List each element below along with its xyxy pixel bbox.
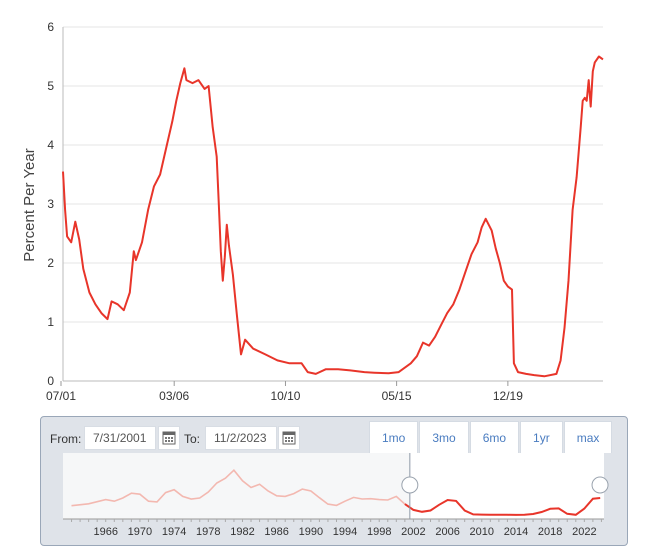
y-tick-label: 6 (47, 20, 54, 34)
y-axis-title: Percent Per Year (21, 148, 38, 261)
y-tick-label: 1 (47, 315, 54, 329)
range-button-3mo[interactable]: 3mo (419, 421, 469, 453)
navigator-tick-labels: 1966 1970 1974 1978 1982 1986 1990 1994 1998 2002… (71, 519, 602, 538)
y-tick-labels: 0 1 2 3 4 5 6 (47, 20, 54, 388)
x-tick-labels: 07/01 03/06 10/10 05/15 12/19 (46, 381, 523, 403)
y-tick-label: 0 (47, 374, 54, 388)
calendar-icon (162, 431, 176, 445)
y-tick-label: 5 (47, 79, 54, 93)
navigator-handles[interactable] (401, 476, 609, 494)
navigator-tick-label: 2018 (538, 526, 562, 538)
from-calendar-button[interactable] (158, 426, 180, 450)
navigator-tick-label: 1970 (128, 526, 152, 538)
navigator-tick-label: 1986 (264, 526, 288, 538)
y-tick-label: 4 (47, 138, 54, 152)
navigator-tick-label: 1994 (333, 526, 357, 538)
from-label: From: (50, 432, 82, 446)
x-tick-label: 10/10 (270, 389, 300, 403)
navigator-tick-label: 2022 (572, 526, 596, 538)
navigator-tick-label: 2010 (470, 526, 494, 538)
to-date-input[interactable]: 11/2/2023 (205, 426, 277, 450)
navigator-unselected-mask (63, 453, 410, 519)
navigator-tick-label: 2014 (504, 526, 528, 538)
series-layer (62, 55, 604, 378)
navigator-tick-label: 1998 (367, 526, 391, 538)
navigator-line-faded (71, 469, 406, 507)
range-button-1yr[interactable]: 1yr (520, 421, 563, 453)
navigator-line-selected (404, 497, 601, 516)
series-line-0 (62, 55, 604, 378)
navigator-left-handle[interactable] (401, 476, 419, 494)
main-chart[interactable]: 0 1 2 3 4 5 6 07/01 03/06 10/10 05/15 12/19 Percen… (0, 0, 650, 410)
navigator-tick-label: 1966 (93, 526, 117, 538)
navigator-tick-label: 1974 (162, 526, 186, 538)
x-tick-label: 12/19 (493, 389, 523, 403)
range-button-6mo[interactable]: 6mo (469, 421, 520, 453)
navigator-tick-label: 2002 (401, 526, 425, 538)
to-label: To: (184, 432, 201, 446)
range-selector: 1mo 3mo 6mo 1yr max (369, 421, 613, 453)
navigator-chart[interactable]: 1966 1970 1974 1978 1982 1986 1990 1994 1998 2002… (41, 417, 627, 545)
x-tick-label: 05/15 (382, 389, 412, 403)
navigator-tick-label: 1990 (299, 526, 323, 538)
range-button-max[interactable]: max (563, 421, 613, 453)
y-tick-label: 2 (47, 256, 54, 270)
navigator-tick-label: 2006 (435, 526, 459, 538)
navigator-panel: From: 7/31/2001 To: 11/2/2023 1mo 3mo 6m… (40, 416, 628, 546)
x-tick-label: 07/01 (46, 389, 76, 403)
navigator-right-handle[interactable] (591, 476, 609, 494)
navigator-tick-label: 1982 (230, 526, 254, 538)
x-tick-label: 03/06 (159, 389, 189, 403)
navigator-tick-label: 1978 (196, 526, 220, 538)
y-tick-label: 3 (47, 197, 54, 211)
calendar-icon (282, 431, 296, 445)
to-calendar-button[interactable] (278, 426, 300, 450)
from-date-input[interactable]: 7/31/2001 (84, 426, 156, 450)
grid-lines (62, 26, 603, 382)
range-button-1mo[interactable]: 1mo (369, 421, 419, 453)
